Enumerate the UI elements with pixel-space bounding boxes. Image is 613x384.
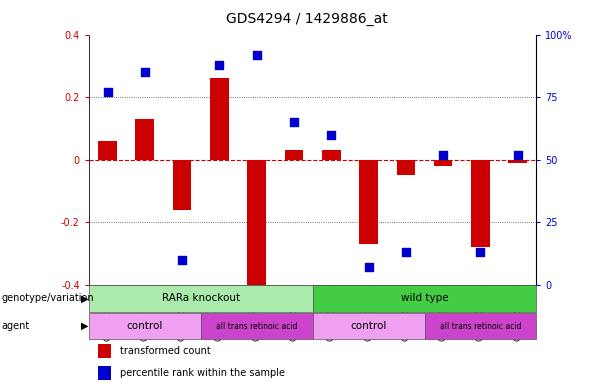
Point xyxy=(401,249,411,255)
Text: genotype/variation: genotype/variation xyxy=(1,293,94,303)
Text: all trans retinoic acid: all trans retinoic acid xyxy=(216,321,297,331)
Text: RARa knockout: RARa knockout xyxy=(162,293,240,303)
Bar xyxy=(471,160,490,247)
Point xyxy=(326,131,336,137)
Bar xyxy=(284,150,303,160)
Bar xyxy=(322,150,341,160)
Text: GDS4294 / 1429886_at: GDS4294 / 1429886_at xyxy=(226,12,387,25)
Point xyxy=(364,264,373,270)
Bar xyxy=(89,313,201,339)
Bar xyxy=(434,160,452,166)
Text: transformed count: transformed count xyxy=(120,346,211,356)
Text: all trans retinoic acid: all trans retinoic acid xyxy=(440,321,521,331)
Point xyxy=(252,51,262,58)
Bar xyxy=(201,313,313,339)
Point xyxy=(289,119,299,125)
Bar xyxy=(135,119,154,160)
Bar xyxy=(508,160,527,163)
Bar xyxy=(248,160,266,288)
Point xyxy=(513,151,523,157)
Text: agent: agent xyxy=(1,321,29,331)
Bar xyxy=(313,313,424,339)
Point xyxy=(476,249,485,255)
Text: ▶: ▶ xyxy=(81,293,88,303)
Bar xyxy=(98,344,112,358)
Bar xyxy=(89,285,313,312)
Text: control: control xyxy=(351,321,387,331)
Bar xyxy=(173,160,191,210)
Bar xyxy=(359,160,378,244)
Text: percentile rank within the sample: percentile rank within the sample xyxy=(120,368,285,378)
Text: wild type: wild type xyxy=(401,293,448,303)
Bar xyxy=(98,366,112,380)
Point xyxy=(177,257,187,263)
Bar xyxy=(313,285,536,312)
Bar xyxy=(98,141,117,160)
Point xyxy=(438,151,448,157)
Text: ▶: ▶ xyxy=(81,321,88,331)
Point xyxy=(215,61,224,68)
Point xyxy=(140,69,150,75)
Bar xyxy=(424,313,536,339)
Point xyxy=(102,89,112,95)
Bar xyxy=(210,78,229,160)
Text: control: control xyxy=(127,321,163,331)
Bar xyxy=(397,160,415,175)
